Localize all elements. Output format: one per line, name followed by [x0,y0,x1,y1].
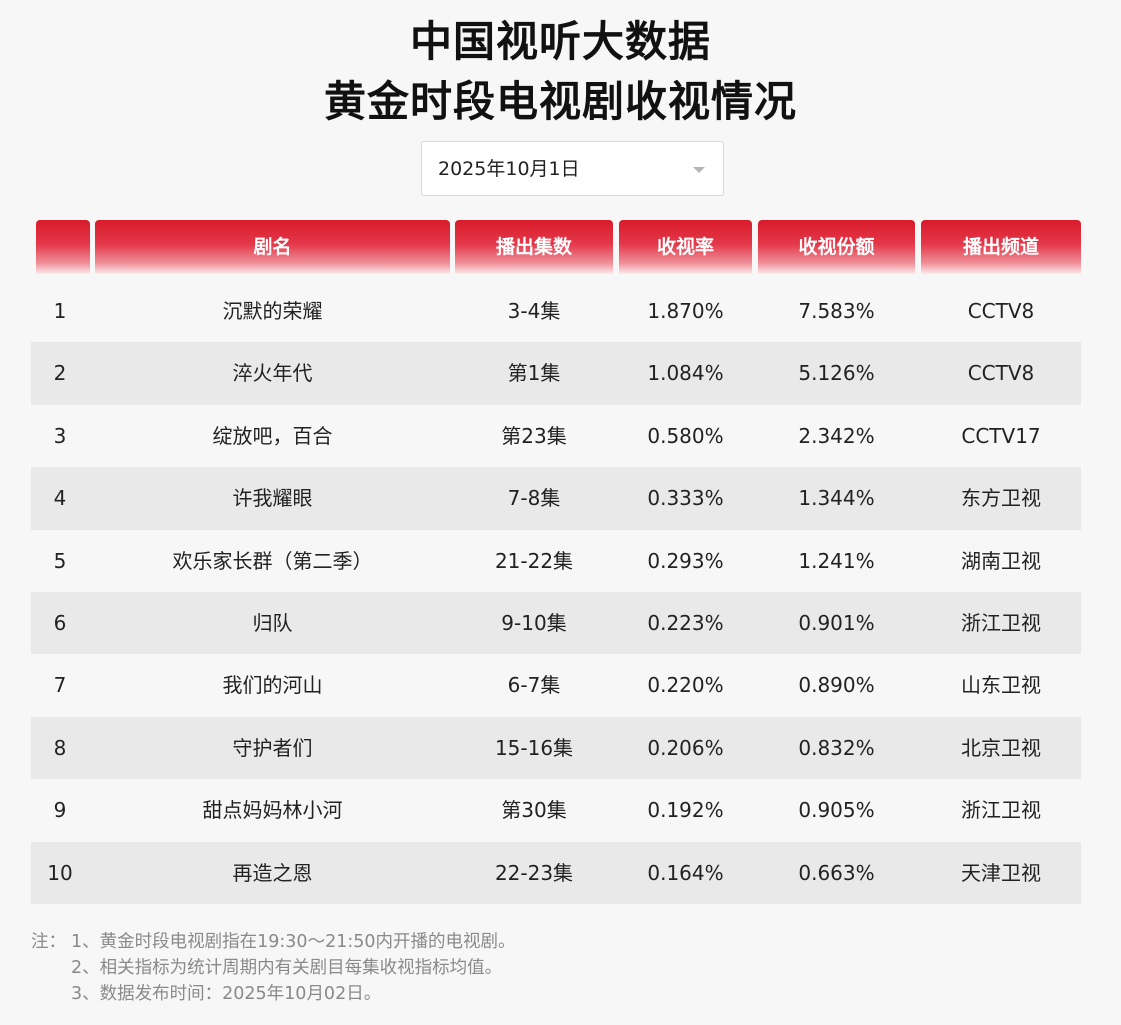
date-select[interactable]: 2025年10月1日 [421,141,724,196]
name-cell: 沉默的荣耀 [222,299,323,323]
share-cell: 7.583% [798,299,875,323]
share-cell: 0.890% [798,673,875,698]
channel-cell: 湖南卫视 [961,548,1041,573]
channel-cell: 浙江卫视 [961,798,1041,823]
episodes-cell: 第23集 [501,423,567,448]
rating-cell: 1.084% [647,361,724,386]
rank-cell: 9 [53,798,67,823]
share-cell: 5.126% [798,361,875,386]
episodes-cell: 9-10集 [501,610,567,635]
name-cell: 归队 [252,610,293,635]
rank-cell: 1 [53,299,67,323]
channel-cell: 浙江卫视 [961,610,1041,635]
episodes-cell: 15-16集 [494,735,574,760]
rating-cell: 0.206% [647,735,724,760]
episodes-cell: 第1集 [507,361,561,386]
footnote-text: 3、数据发布时间：2025年10月02日。 [71,984,382,1004]
name-cell: 甜点妈妈林小河 [202,798,343,823]
episodes-cell: 第30集 [501,798,567,823]
rating-cell: 0.580% [647,423,724,448]
channel-cell: 东方卫视 [961,486,1041,511]
table-body: 1 沉默的荣耀 3-4集 1.870% 7.583% CCTV8 2 淬火年代 … [31,280,1081,904]
table-row: 2 淬火年代 第1集 1.084% 5.126% CCTV8 [31,342,1081,405]
ratings-table: 剧名 播出集数 收视率 收视份额 播出频道 [31,220,1081,274]
footnote-text: 1、黄金时段电视剧指在19:30～21:50内开播的电视剧。 [71,932,516,952]
table-row: 7 我们的河山 6-7集 0.220% 0.890% 山东卫视 [31,654,1081,716]
table-row: 1 沉默的荣耀 3-4集 1.870% 7.583% CCTV8 [31,280,1081,342]
date-select-value: 2025年10月1日 [438,158,580,180]
rank-cell: 5 [53,548,67,573]
name-cell: 我们的河山 [222,673,323,698]
channel-cell: 天津卫视 [961,860,1041,885]
header-channel: 播出频道 [921,220,1081,274]
page-subtitle: 黄金时段电视剧收视情况 [323,77,797,126]
channel-cell: CCTV8 [967,361,1035,386]
footnote-prefix: 注： [31,932,66,952]
channel-cell: 北京卫视 [961,735,1041,760]
share-cell: 0.663% [798,860,875,885]
name-cell: 绽放吧，百合 [212,423,333,448]
rank-cell: 4 [53,486,67,511]
table-row: 3 绽放吧，百合 第23集 0.580% 2.342% CCTV17 [31,405,1081,467]
rating-cell: 0.293% [647,548,724,573]
rating-cell: 0.164% [647,860,724,885]
share-cell: 0.905% [798,798,875,823]
channel-cell: 山东卫视 [961,673,1041,698]
page-title: 中国视听大数据 [409,17,711,66]
table-row: 5 欢乐家长群（第二季） 21-22集 0.293% 1.241% 湖南卫视 [31,530,1081,592]
name-cell: 淬火年代 [232,361,313,386]
share-cell: 0.901% [798,610,875,635]
table-header: 剧名 播出集数 收视率 收视份额 播出频道 [31,220,1081,274]
episodes-cell: 22-23集 [494,860,574,885]
chevron-down-icon[interactable] [693,167,705,173]
share-cell: 1.344% [798,486,875,511]
channel-cell: CCTV17 [961,423,1041,448]
header-share: 收视份额 [758,220,915,274]
share-cell: 0.832% [798,735,875,760]
table-row: 9 甜点妈妈林小河 第30集 0.192% 0.905% 浙江卫视 [31,779,1081,841]
rank-cell: 3 [53,423,67,448]
episodes-cell: 7-8集 [507,486,561,511]
channel-cell: CCTV8 [967,299,1035,323]
table-row: 6 归队 9-10集 0.223% 0.901% 浙江卫视 [31,591,1081,655]
rank-cell: 6 [53,610,67,635]
rating-cell: 1.870% [647,299,724,323]
rank-cell: 8 [53,735,67,760]
rank-cell: 2 [53,361,67,386]
rating-cell: 0.192% [647,798,724,823]
table-row: 4 许我耀眼 7-8集 0.333% 1.344% 东方卫视 [31,467,1081,530]
rank-cell: 10 [47,860,73,885]
rating-cell: 0.333% [647,486,724,511]
table-row: 10 再造之恩 22-23集 0.164% 0.663% 天津卫视 [31,841,1081,904]
rank-cell: 7 [53,673,67,698]
share-cell: 1.241% [798,548,875,573]
header-episodes: 播出集数 [455,220,613,274]
episodes-cell: 3-4集 [507,299,561,323]
episodes-cell: 21-22集 [494,548,574,573]
episodes-cell: 6-7集 [507,673,561,698]
table-row: 8 守护者们 15-16集 0.206% 0.832% 北京卫视 [31,716,1081,780]
header-name: 剧名 [95,220,450,274]
share-cell: 2.342% [798,423,875,448]
header-rank [36,220,90,274]
header-rating: 收视率 [619,220,752,274]
rating-cell: 0.220% [647,673,724,698]
name-cell: 守护者们 [232,735,313,760]
rating-cell: 0.223% [647,610,724,635]
name-cell: 许我耀眼 [232,486,313,511]
footnote-text: 2、相关指标为统计周期内有关剧目每集收视指标均值。 [71,958,503,978]
name-cell: 欢乐家长群（第二季） [172,548,373,573]
name-cell: 再造之恩 [232,860,313,885]
